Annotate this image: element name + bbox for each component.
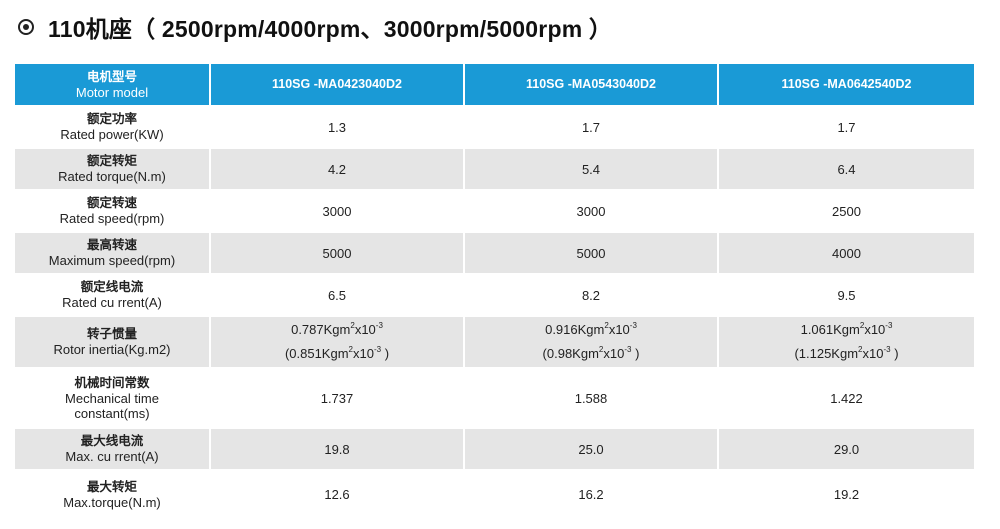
row-label-en: Rated power(KW) bbox=[60, 127, 164, 142]
row-label-zh: 额定转矩 bbox=[86, 154, 137, 168]
row-label-en: Mechanical time bbox=[65, 390, 159, 406]
table-cell: 2500 bbox=[719, 191, 974, 233]
table-cell: 29.0 bbox=[719, 429, 974, 471]
inertia-rated: 0.916Kgm2x10-3 bbox=[545, 321, 637, 338]
spec-table: 电机型号 Motor model 110SG -MA0423040D2 110S… bbox=[15, 64, 974, 520]
row-label-en: Rotor inertia(Kg.m2) bbox=[53, 342, 171, 357]
table-cell: 25.0 bbox=[465, 429, 719, 471]
header-motor-model: 电机型号 Motor model bbox=[15, 64, 211, 107]
inertia-brake: (0.851Kgm2x10-3 ) bbox=[284, 345, 390, 362]
table-cell-inertia: 0.916Kgm2x10-3 (0.98Kgm2x10-3 ) bbox=[465, 317, 719, 369]
row-label-zh: 额定转速 bbox=[86, 196, 137, 210]
row-label-en: Max.torque(N.m) bbox=[63, 494, 161, 510]
header-model-1: 110SG -MA0423040D2 bbox=[211, 64, 465, 107]
table-cell: 19.8 bbox=[211, 429, 465, 471]
table-cell: 16.2 bbox=[465, 471, 719, 520]
table-cell: 5000 bbox=[465, 233, 719, 275]
inertia-brake: (0.98Kgm2x10-3 ) bbox=[542, 345, 640, 362]
row-label-en: constant(ms) bbox=[74, 405, 150, 421]
row-label-en: Rated cu rrent(A) bbox=[62, 295, 162, 310]
table-cell: 3000 bbox=[211, 191, 465, 233]
row-label-en: Maximum speed(rpm) bbox=[48, 253, 176, 268]
row-label-zh: 最高转速 bbox=[86, 238, 137, 252]
table-cell: 6.4 bbox=[719, 149, 974, 191]
table-cell: 19.2 bbox=[719, 471, 974, 520]
inertia-rated: 0.787Kgm2x10-3 bbox=[291, 321, 383, 338]
table-cell: 3000 bbox=[465, 191, 719, 233]
inertia-rated: 1.061Kgm2x10-3 bbox=[800, 321, 893, 338]
row-label-zh: 最大转矩 bbox=[86, 479, 137, 494]
table-cell-inertia: 1.061Kgm2x10-3 (1.125Kgm2x10-3 ) bbox=[719, 317, 974, 369]
row-label-rated-speed: 额定转速 Rated speed(rpm) bbox=[15, 191, 211, 233]
table-cell: 8.2 bbox=[465, 275, 719, 317]
row-label-zh: 转子惯量 bbox=[86, 327, 137, 341]
table-cell-inertia: 0.787Kgm2x10-3 (0.851Kgm2x10-3 ) bbox=[211, 317, 465, 369]
table-cell: 9.5 bbox=[719, 275, 974, 317]
table-cell: 1.737 bbox=[211, 369, 465, 429]
table-cell: 12.6 bbox=[211, 471, 465, 520]
row-label-en: Rated torque(N.m) bbox=[58, 169, 166, 184]
row-label-maximum-speed: 最高转速 Maximum speed(rpm) bbox=[15, 233, 211, 275]
row-label-zh: 额定功率 bbox=[86, 112, 137, 126]
header-model-2: 110SG -MA0543040D2 bbox=[465, 64, 719, 107]
row-label-rated-power: 额定功率 Rated power(KW) bbox=[15, 107, 211, 149]
table-cell: 1.422 bbox=[719, 369, 974, 429]
row-label-mechanical-time-constant: 机械时间常数 Mechanical time constant(ms) bbox=[15, 369, 211, 429]
header-label-en: Motor model bbox=[75, 84, 149, 100]
row-label-en: Rated speed(rpm) bbox=[59, 211, 165, 226]
inertia-brake: (1.125Kgm2x10-3 ) bbox=[794, 345, 899, 362]
row-label-en: Max. cu rrent(A) bbox=[65, 449, 159, 464]
table-cell: 1.588 bbox=[465, 369, 719, 429]
row-label-zh: 机械时间常数 bbox=[74, 375, 150, 390]
table-cell: 5.4 bbox=[465, 149, 719, 191]
table-cell: 4000 bbox=[719, 233, 974, 275]
header-label-zh: 电机型号 bbox=[86, 69, 137, 84]
row-label-rotor-inertia: 转子惯量 Rotor inertia(Kg.m2) bbox=[15, 317, 211, 369]
table-cell: 5000 bbox=[211, 233, 465, 275]
page-title: 110机座（ 2500rpm/4000rpm、3000rpm/5000rpm ） bbox=[48, 16, 613, 42]
header-model-3: 110SG -MA0642540D2 bbox=[719, 64, 974, 107]
row-label-max-current: 最大线电流 Max. cu rrent(A) bbox=[15, 429, 211, 471]
page-title-bar: 110机座（ 2500rpm/4000rpm、3000rpm/5000rpm ） bbox=[18, 10, 612, 44]
row-label-zh: 最大线电流 bbox=[80, 434, 144, 448]
table-cell: 1.7 bbox=[465, 107, 719, 149]
row-label-max-torque: 最大转矩 Max.torque(N.m) bbox=[15, 471, 211, 520]
table-cell: 6.5 bbox=[211, 275, 465, 317]
row-label-rated-torque: 额定转矩 Rated torque(N.m) bbox=[15, 149, 211, 191]
table-cell: 1.3 bbox=[211, 107, 465, 149]
row-label-rated-current: 额定线电流 Rated cu rrent(A) bbox=[15, 275, 211, 317]
circle-dot-icon bbox=[18, 19, 34, 35]
table-cell: 1.7 bbox=[719, 107, 974, 149]
table-cell: 4.2 bbox=[211, 149, 465, 191]
row-label-zh: 额定线电流 bbox=[80, 280, 144, 294]
